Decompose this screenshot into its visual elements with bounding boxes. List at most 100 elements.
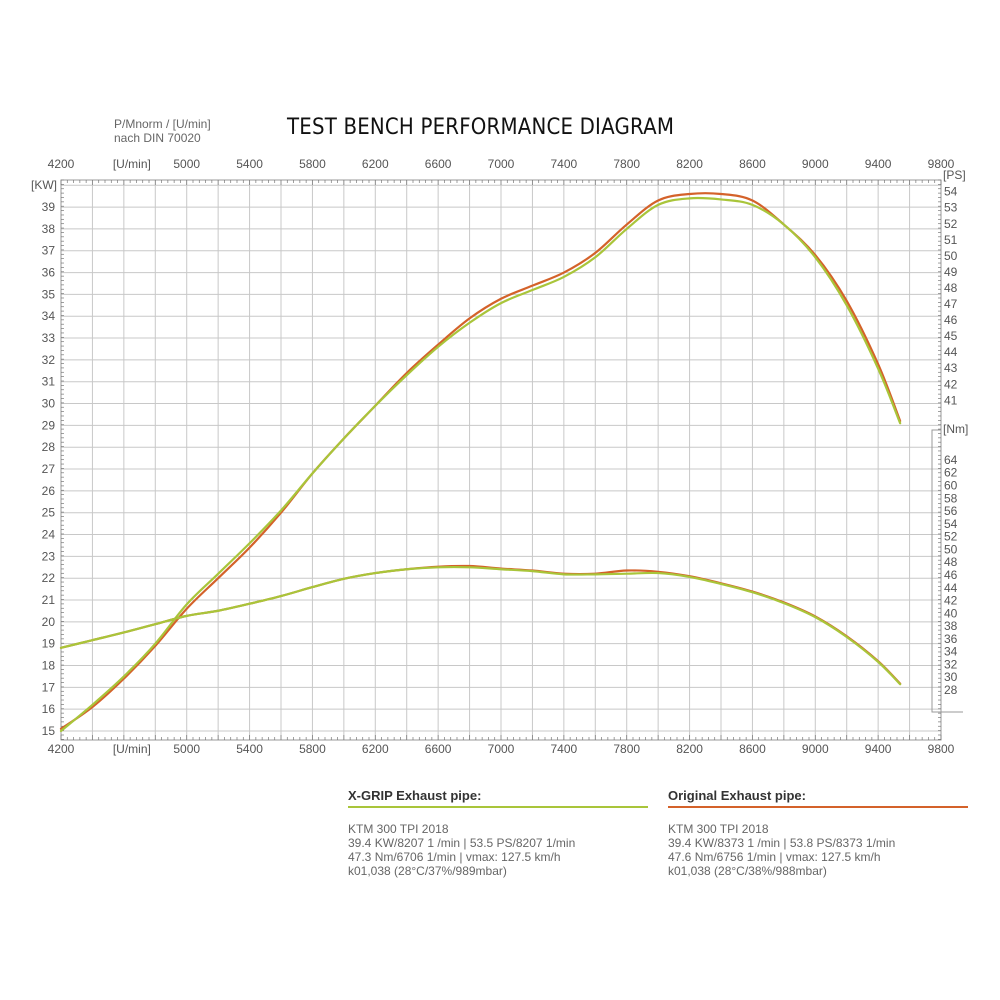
x-tick-label-top: 5000 bbox=[173, 157, 200, 171]
y-tick-label-ps: 51 bbox=[944, 233, 958, 247]
y-tick-label-nm: 30 bbox=[944, 670, 958, 684]
x-tick-label-bottom: 7800 bbox=[613, 742, 640, 756]
y-tick-label-kw: 22 bbox=[42, 571, 56, 585]
y-tick-label-nm: 48 bbox=[944, 555, 958, 569]
x-tick-label-bottom: 4200 bbox=[48, 742, 75, 756]
y-tick-label-ps: 46 bbox=[944, 313, 958, 327]
y-tick-label-ps: 53 bbox=[944, 201, 958, 215]
chart-title: TEST BENCH PERFORMANCE DIAGRAM bbox=[287, 115, 675, 140]
y-tick-label-ps: 50 bbox=[944, 249, 958, 263]
y-tick-label-nm: 32 bbox=[944, 657, 958, 671]
x-tick-label-top: 5800 bbox=[299, 157, 326, 171]
y-tick-label-kw: 15 bbox=[42, 724, 56, 738]
x-tick-label-top: 9000 bbox=[802, 157, 829, 171]
y-tick-label-nm: 60 bbox=[944, 479, 958, 493]
y-axis-label-ps: [PS] bbox=[943, 168, 966, 182]
series-line-x-grip-exhaust-pipe-torque bbox=[59, 565, 902, 686]
x-tick-label-top: 9800 bbox=[928, 157, 955, 171]
y-tick-label-nm: 28 bbox=[944, 683, 958, 697]
series-line-original-exhaust-pipe-power bbox=[59, 192, 902, 730]
y-tick-label-nm: 54 bbox=[944, 517, 958, 531]
y-tick-label-nm: 42 bbox=[944, 594, 958, 608]
x-tick-label-top: 6200 bbox=[362, 157, 389, 171]
x-tick-label-top: 7800 bbox=[613, 157, 640, 171]
legend-title: Original Exhaust pipe: bbox=[668, 788, 968, 808]
y-tick-label-kw: 26 bbox=[42, 484, 56, 498]
x-tick-label-bottom: 5800 bbox=[299, 742, 326, 756]
legend-line: k01,038 (28°C/37%/989mbar) bbox=[348, 864, 507, 878]
y-tick-label-kw: 25 bbox=[42, 506, 56, 520]
y-tick-label-nm: 50 bbox=[944, 542, 958, 556]
legend-line: 39.4 KW/8207 1 /min | 53.5 PS/8207 1/min bbox=[348, 836, 576, 850]
y-tick-label-nm: 52 bbox=[944, 530, 958, 544]
x-tick-label-bottom: 7000 bbox=[488, 742, 515, 756]
y-tick-label-ps: 45 bbox=[944, 329, 958, 343]
x-tick-label-top: [U/min] bbox=[113, 157, 151, 171]
y-tick-label-nm: 56 bbox=[944, 504, 958, 518]
y-tick-label-ps: 42 bbox=[944, 377, 958, 391]
x-tick-label-bottom: 7400 bbox=[551, 742, 578, 756]
y-tick-label-nm: 46 bbox=[944, 568, 958, 582]
y-tick-label-kw: 19 bbox=[42, 637, 56, 651]
x-tick-label-bottom: [U/min] bbox=[113, 742, 151, 756]
y-axis-label-kw: [KW] bbox=[31, 178, 57, 192]
y-tick-label-kw: 27 bbox=[42, 462, 56, 476]
y-tick-label-nm: 62 bbox=[944, 466, 958, 480]
y-tick-label-kw: 35 bbox=[42, 287, 56, 301]
x-tick-label-bottom: 9800 bbox=[928, 742, 955, 756]
y-tick-label-kw: 30 bbox=[42, 397, 56, 411]
x-tick-label-bottom: 8600 bbox=[739, 742, 766, 756]
y-tick-label-kw: 29 bbox=[42, 418, 56, 432]
y-tick-label-kw: 38 bbox=[42, 222, 56, 236]
y-tick-label-nm: 40 bbox=[944, 606, 958, 620]
legend-line: 47.6 Nm/6756 1/min | vmax: 127.5 km/h bbox=[668, 850, 881, 864]
y-tick-label-kw: 24 bbox=[42, 528, 56, 542]
subtitle-line-2: nach DIN 70020 bbox=[114, 131, 201, 145]
y-tick-label-nm: 36 bbox=[944, 632, 958, 646]
y-tick-label-ps: 44 bbox=[944, 345, 958, 359]
x-tick-label-top: 8200 bbox=[676, 157, 703, 171]
x-tick-label-bottom: 5400 bbox=[236, 742, 263, 756]
y-tick-label-kw: 33 bbox=[42, 331, 56, 345]
y-tick-label-ps: 49 bbox=[944, 265, 958, 279]
y-tick-label-kw: 39 bbox=[42, 200, 56, 214]
y-axis-label-nm: [Nm] bbox=[943, 422, 968, 436]
y-tick-label-nm: 64 bbox=[944, 453, 958, 467]
y-tick-label-ps: 48 bbox=[944, 281, 958, 295]
x-tick-label-bottom: 6600 bbox=[425, 742, 452, 756]
y-tick-label-kw: 37 bbox=[42, 244, 56, 258]
y-tick-label-kw: 36 bbox=[42, 266, 56, 280]
legend-line: KTM 300 TPI 2018 bbox=[348, 822, 449, 836]
y-tick-label-ps: 47 bbox=[944, 297, 958, 311]
legend-original: Original Exhaust pipe: KTM 300 TPI 2018 … bbox=[668, 788, 968, 878]
y-tick-label-ps: 54 bbox=[944, 185, 958, 199]
legend-title: X-GRIP Exhaust pipe: bbox=[348, 788, 648, 808]
legend-line: 39.4 KW/8373 1 /min | 53.8 PS/8373 1/min bbox=[668, 836, 896, 850]
y-tick-label-kw: 20 bbox=[42, 615, 56, 629]
x-tick-label-top: 7400 bbox=[551, 157, 578, 171]
x-tick-label-top: 4200 bbox=[48, 157, 75, 171]
subtitle-line-1: P/Mnorm / [U/min] bbox=[114, 117, 211, 131]
y-tick-label-kw: 18 bbox=[42, 659, 56, 673]
y-tick-label-kw: 31 bbox=[42, 375, 56, 389]
x-tick-label-bottom: 8200 bbox=[676, 742, 703, 756]
x-tick-label-bottom: 5000 bbox=[173, 742, 200, 756]
x-tick-label-bottom: 6200 bbox=[362, 742, 389, 756]
series-line-x-grip-exhaust-pipe-power bbox=[59, 196, 902, 733]
y-tick-label-kw: 21 bbox=[42, 593, 56, 607]
legend-xgrip: X-GRIP Exhaust pipe: KTM 300 TPI 2018 39… bbox=[348, 788, 648, 878]
y-tick-label-kw: 23 bbox=[42, 549, 56, 563]
legend-line: 47.3 Nm/6706 1/min | vmax: 127.5 km/h bbox=[348, 850, 561, 864]
x-tick-label-top: 5400 bbox=[236, 157, 263, 171]
y-tick-label-ps: 41 bbox=[944, 393, 958, 407]
x-tick-label-top: 7000 bbox=[488, 157, 515, 171]
x-tick-label-top: 8600 bbox=[739, 157, 766, 171]
x-tick-label-top: 9400 bbox=[865, 157, 892, 171]
nm-axis-bracket bbox=[931, 429, 963, 713]
y-tick-label-ps: 52 bbox=[944, 217, 958, 231]
legend-line: k01,038 (28°C/38%/988mbar) bbox=[668, 864, 827, 878]
x-tick-label-bottom: 9400 bbox=[865, 742, 892, 756]
y-tick-label-kw: 28 bbox=[42, 440, 56, 454]
